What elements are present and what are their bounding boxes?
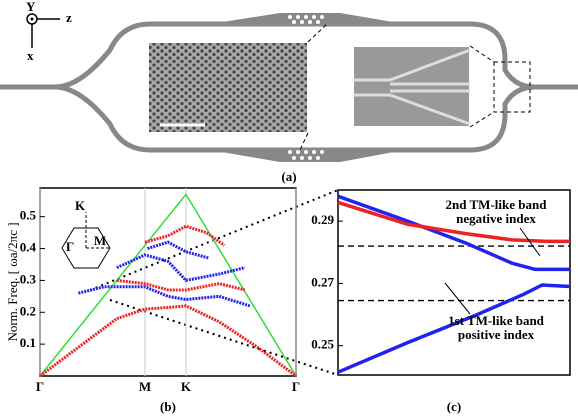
band-line [40,306,296,376]
panel-label: (a) [281,169,296,184]
band-line [148,242,209,258]
axis-x-label: x [27,48,34,63]
y-tick-label: 0.25 [311,337,334,352]
annotation: negative index [456,211,536,226]
band-line [338,285,570,372]
y-tick-label: 0.5 [20,208,37,223]
y-tick-label: 0.4 [20,240,37,255]
inset-label: K [75,198,86,213]
y-tick-label: 0.3 [20,271,37,286]
x-tick-label: M [139,379,151,394]
y-tick-label: 0.29 [311,212,334,227]
y-tick-label: 0.27 [311,274,334,289]
band-line [117,280,245,290]
x-tick-label: Γ [36,379,44,394]
annotation: 2nd TM-like band [446,197,548,212]
x-tick-label: K [181,379,192,394]
band-line [145,226,224,245]
inset-label: Γ [66,239,74,254]
axis-z-label: z [66,10,72,25]
figure: Y z x (a) Γ M K Γ 0.1 0.2 0.3 0.4 0.5 (b) Norm. Fr… [0,0,578,419]
annotation: positive index [458,327,535,342]
axis-y-label: Y [26,0,36,14]
annotation: 1st TM-like band [448,313,545,328]
device-sketch [0,13,578,162]
y-tick-label: 0.2 [20,303,36,318]
panel-label: (c) [447,399,461,414]
y-axis-title: Norm. Freq. [ ωa/2πc ] [5,222,20,341]
arrow [445,283,470,314]
panel-label: (b) [160,399,176,414]
y-tick-label: 0.1 [20,335,36,350]
x-tick-label: Γ [292,379,300,394]
inset-label: M [94,233,106,248]
